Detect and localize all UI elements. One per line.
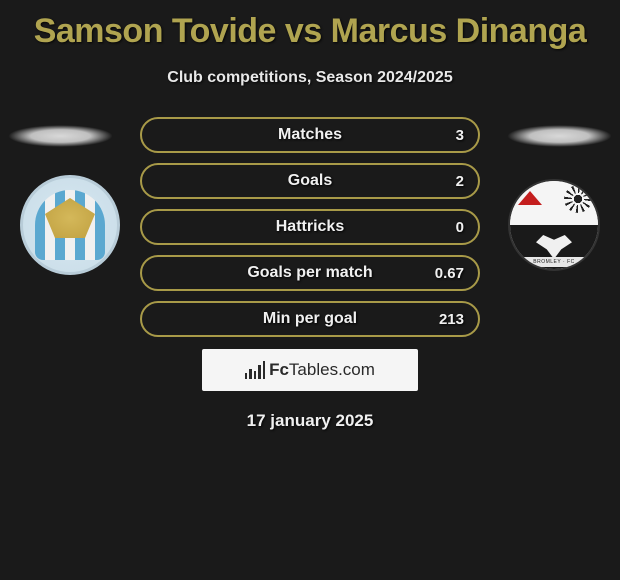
stat-value: 3 — [456, 127, 464, 144]
stat-row: Min per goal 213 — [140, 301, 480, 337]
stat-row: Goals 2 — [140, 163, 480, 199]
stat-label: Goals per match — [247, 264, 372, 282]
stat-value: 0 — [456, 219, 464, 236]
stat-label: Hattricks — [276, 218, 344, 236]
stat-row: Hattricks 0 — [140, 209, 480, 245]
comparison-title: Samson Tovide vs Marcus Dinanga — [0, 0, 620, 51]
comparison-content: BROMLEY · FC Matches 3 Goals 2 Hattricks… — [0, 117, 620, 431]
player-silhouette-shadow-right — [507, 125, 612, 147]
snapshot-date: 17 january 2025 — [0, 411, 620, 431]
club-logo-left — [20, 175, 120, 275]
stat-value: 0.67 — [435, 265, 464, 282]
stat-label: Matches — [278, 126, 342, 144]
stat-row: Goals per match 0.67 — [140, 255, 480, 291]
player-silhouette-shadow-left — [8, 125, 113, 147]
stat-label: Min per goal — [263, 310, 357, 328]
brand-text: FcTables.com — [269, 360, 375, 380]
bar-chart-icon — [245, 361, 265, 379]
stat-row: Matches 3 — [140, 117, 480, 153]
club-banner-text: BROMLEY · FC — [518, 257, 590, 267]
branding-badge: FcTables.com — [202, 349, 418, 391]
stat-value: 2 — [456, 173, 464, 190]
season-subtitle: Club competitions, Season 2024/2025 — [0, 69, 620, 87]
stat-label: Goals — [288, 172, 332, 190]
stats-list: Matches 3 Goals 2 Hattricks 0 Goals per … — [140, 117, 480, 337]
stat-value: 213 — [439, 311, 464, 328]
club-logo-right: BROMLEY · FC — [508, 179, 600, 271]
